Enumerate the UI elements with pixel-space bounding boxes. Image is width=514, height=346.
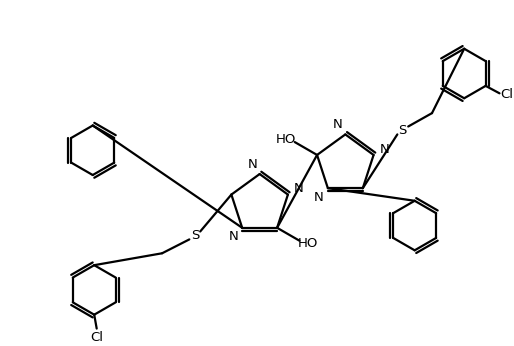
Text: N: N: [314, 191, 324, 203]
Text: S: S: [191, 229, 199, 242]
Text: Cl: Cl: [501, 88, 513, 101]
Text: HO: HO: [298, 237, 319, 250]
Text: N: N: [247, 158, 257, 171]
Text: S: S: [398, 124, 407, 137]
Text: N: N: [228, 230, 238, 243]
Text: N: N: [380, 143, 390, 155]
Text: HO: HO: [276, 133, 296, 146]
Text: Cl: Cl: [90, 331, 103, 344]
Text: N: N: [333, 118, 343, 131]
Text: N: N: [294, 182, 304, 195]
